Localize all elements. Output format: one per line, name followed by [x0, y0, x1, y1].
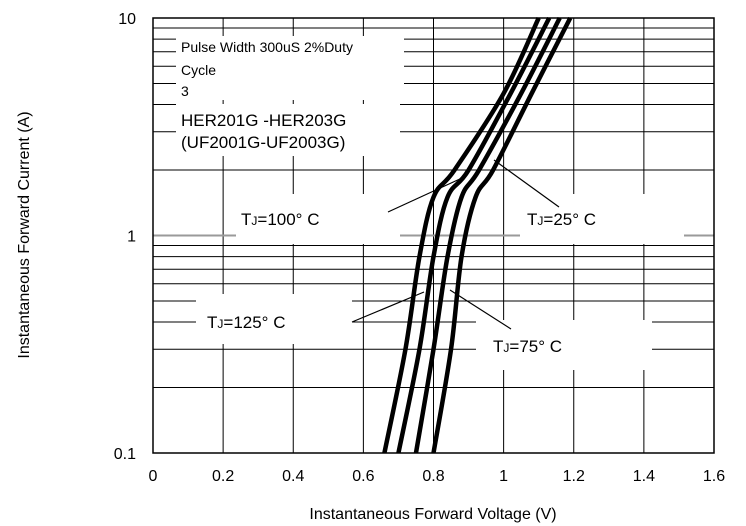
- x-tick-label: 1: [499, 468, 508, 485]
- leader-75: [449, 289, 512, 330]
- tick-labels: 0 0.2 0.4 0.6 0.8 1 1.2 1.4 1.6 0.1 1 10: [114, 11, 725, 485]
- label-box: [176, 104, 400, 156]
- label-box: [520, 194, 684, 244]
- x-axis-label: Instantaneous Forward Voltage (V): [309, 506, 556, 523]
- leader-25: [493, 159, 560, 208]
- x-tick-label: 1.2: [563, 468, 585, 485]
- label-boxes: [176, 36, 684, 370]
- y-tick-label: 10: [118, 11, 136, 28]
- curve-series: [413, 16, 562, 454]
- x-tick-label: 0.6: [352, 468, 374, 485]
- label-box: [236, 194, 400, 244]
- x-tick-label: 0: [149, 468, 158, 485]
- curves: [382, 16, 573, 454]
- pulse-note-line3: 3: [181, 83, 189, 99]
- plot-frame: [152, 17, 715, 454]
- y-tick-label: 0.1: [114, 446, 136, 463]
- pulse-note-line1: Pulse Width 300uS 2%Duty: [181, 39, 353, 55]
- label-box: [176, 36, 404, 100]
- series-label-25: TJ=25° C: [527, 210, 596, 229]
- label-box: [476, 320, 652, 370]
- leader-125: [351, 291, 425, 323]
- curve-series: [396, 16, 552, 454]
- leader-lines: [351, 159, 560, 330]
- part-number-line2: (UF2001G-UF2003G): [181, 133, 345, 152]
- y-tick-label: 1: [127, 229, 136, 246]
- leader-100: [387, 177, 463, 213]
- series-labels: TJ=125° C TJ=100° C TJ=75° C TJ=25° C: [207, 210, 596, 356]
- curve-series: [382, 17, 541, 454]
- label-box: [196, 294, 352, 344]
- x-tick-label: 0.4: [282, 468, 304, 485]
- part-number-line1: HER201G -HER203G: [181, 111, 346, 130]
- series-label-75: TJ=75° C: [493, 337, 562, 356]
- series-label-100: TJ=100° C: [241, 210, 319, 229]
- x-tick-label: 1.4: [633, 468, 655, 485]
- series-label-125: TJ=125° C: [207, 313, 285, 332]
- curve-series: [431, 16, 573, 454]
- x-tick-label: 0.2: [212, 468, 234, 485]
- pulse-note-line2: Cycle: [181, 62, 216, 78]
- y-axis-label: Instantaneous Forward Current (A): [16, 111, 33, 358]
- x-tick-label: 0.8: [422, 468, 444, 485]
- x-tick-label: 1.6: [703, 468, 725, 485]
